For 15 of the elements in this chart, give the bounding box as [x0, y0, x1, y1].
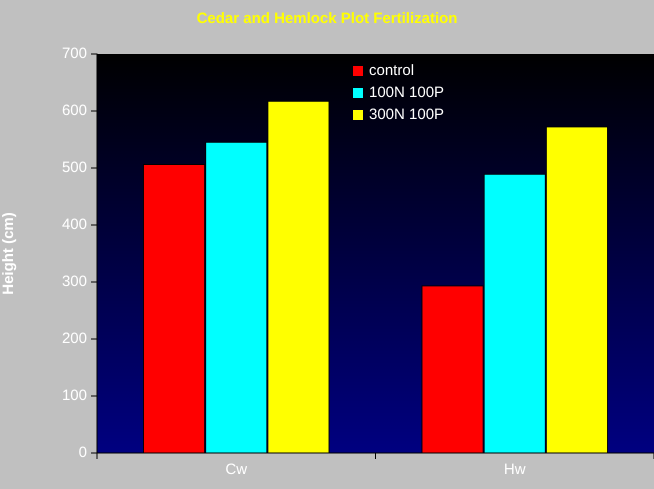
legend-label: 300N 100P	[369, 106, 444, 124]
chart-title: Cedar and Hemlock Plot Fertilization	[196, 10, 458, 28]
y-tick-label: 500	[62, 159, 87, 176]
x-tick-label: Cw	[225, 461, 248, 478]
y-tick-label: 0	[78, 444, 87, 462]
y-tick-label: 200	[62, 330, 87, 348]
y-tick-label: 100	[62, 387, 87, 404]
y-tick-label: 300	[62, 273, 87, 290]
legend-label: 100N 100P	[369, 84, 444, 102]
y-axis-title: Height (cm)	[0, 212, 18, 295]
legend-label: control	[369, 62, 414, 80]
y-tick-label: 400	[62, 216, 87, 234]
y-tick-label: 700	[62, 45, 87, 62]
y-tick-label: 600	[62, 102, 87, 120]
x-tick-label: Hw	[504, 461, 526, 478]
